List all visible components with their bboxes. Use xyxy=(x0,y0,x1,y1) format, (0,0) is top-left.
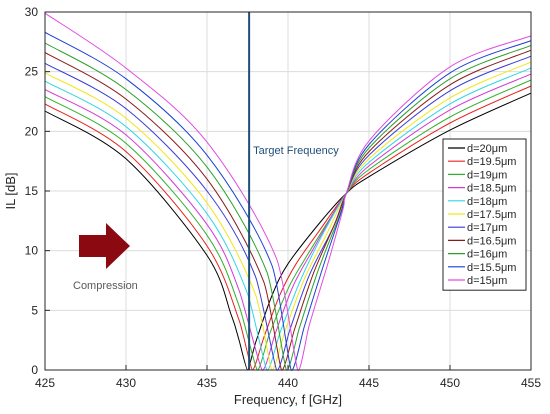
series-line-9 xyxy=(44,31,532,371)
series-line-0 xyxy=(44,92,532,371)
x-tick-label-5: 450 xyxy=(440,376,460,390)
series-line-8 xyxy=(44,42,532,371)
compression-label: Compression xyxy=(73,280,138,292)
curves xyxy=(44,12,532,371)
x-tick-label-1: 430 xyxy=(116,376,136,390)
legend-label-0: d=20μm xyxy=(467,143,507,155)
legend-label-5: d=17.5μm xyxy=(467,209,516,221)
x-axis-label: Frequency, f [GHz] xyxy=(234,392,342,407)
y-tick-label-0: 0 xyxy=(31,363,38,377)
compression-arrow xyxy=(79,223,130,269)
target-frequency-marker: Target Frequency xyxy=(248,12,339,370)
legend-label-8: d=16μm xyxy=(467,249,507,261)
y-tick-label-3: 15 xyxy=(25,184,39,198)
series-line-3 xyxy=(44,73,532,371)
target-frequency-label: Target Frequency xyxy=(253,145,339,157)
legend-label-1: d=19.5μm xyxy=(467,156,516,168)
compression-annotation: Compression xyxy=(73,223,138,292)
x-tick-label-3: 440 xyxy=(278,376,298,390)
legend-label-10: d=15μm xyxy=(467,275,507,287)
x-tick-label-0: 425 xyxy=(35,376,55,390)
legend-label-2: d=19μm xyxy=(467,169,507,181)
axis-ticks: 425 430 435 440 445 450 455 0 5 10 15 20 25 30 xyxy=(25,5,542,390)
y-tick-label-2: 10 xyxy=(25,244,39,258)
legend-label-6: d=17μm xyxy=(467,222,507,234)
x-tick-label-2: 435 xyxy=(197,376,217,390)
legend-label-9: d=15.5μm xyxy=(467,262,516,274)
y-tick-label-1: 5 xyxy=(31,303,38,317)
legend-label-4: d=18μm xyxy=(467,196,507,208)
y-tick-label-5: 25 xyxy=(25,65,39,79)
y-tick-label-4: 20 xyxy=(25,124,39,138)
series-line-10 xyxy=(44,12,532,371)
series-line-4 xyxy=(44,67,532,371)
legend-label-7: d=16.5μm xyxy=(467,235,516,247)
series-line-2 xyxy=(44,79,532,371)
series-line-1 xyxy=(44,85,532,371)
x-tick-label-4: 445 xyxy=(359,376,379,390)
series-line-7 xyxy=(44,49,532,371)
series-line-6 xyxy=(44,55,532,371)
legend-box xyxy=(442,138,527,291)
legend-label-3: d=18.5μm xyxy=(467,183,516,195)
y-tick-label-6: 30 xyxy=(25,5,39,19)
y-axis-label: IL [dB] xyxy=(3,172,18,209)
x-tick-label-6: 455 xyxy=(521,376,541,390)
